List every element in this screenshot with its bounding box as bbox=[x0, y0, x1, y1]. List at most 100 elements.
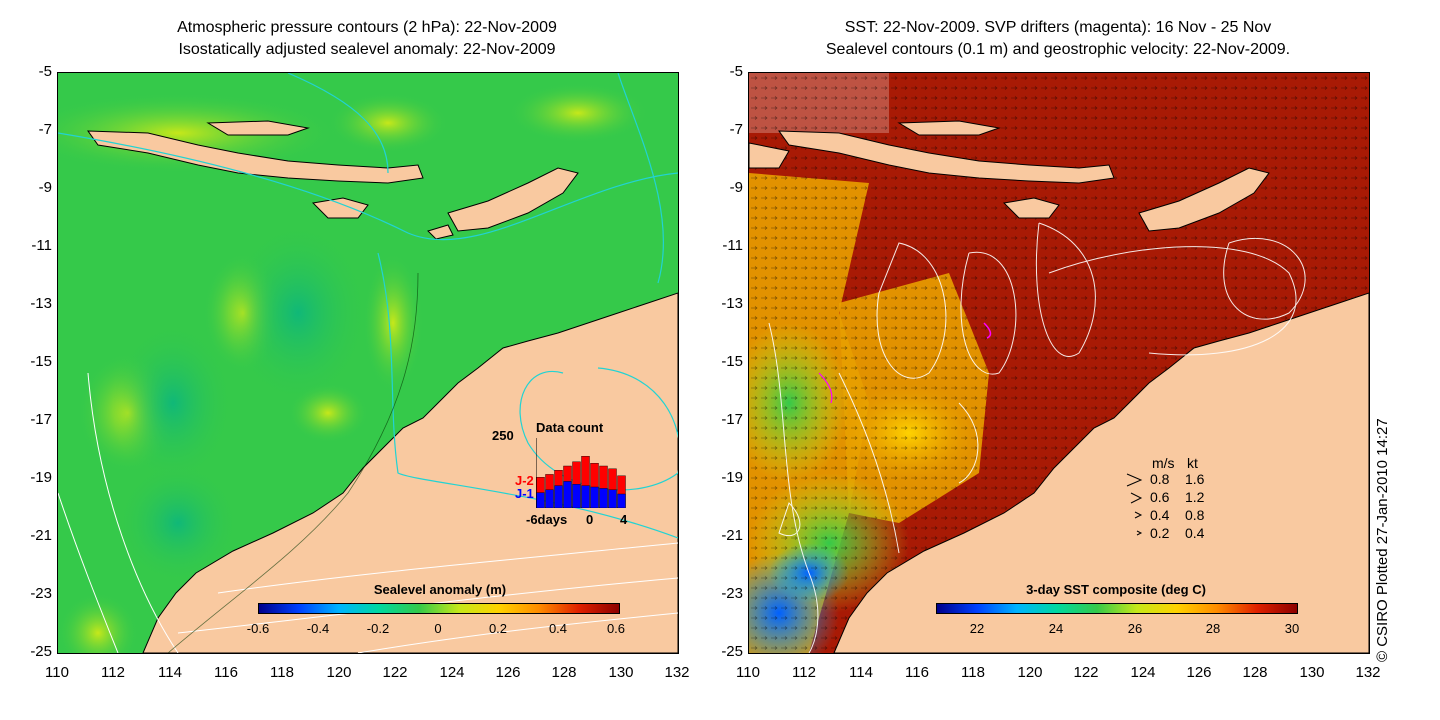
left-y-tick: -5 bbox=[38, 63, 52, 80]
inset-ymax-label: 250 bbox=[492, 428, 514, 443]
left-x-tick: 132 bbox=[664, 664, 690, 681]
flores-island bbox=[897, 120, 1001, 136]
right-colorbar-title: 3-day SST composite (deg C) bbox=[1026, 582, 1206, 597]
left-x-tick: 124 bbox=[439, 664, 465, 681]
right-colorbar bbox=[936, 603, 1298, 614]
left-map-svg bbox=[58, 73, 678, 653]
left-colorbar-tick: 0.2 bbox=[488, 621, 508, 636]
right-title-line2: Sealevel contours (0.1 m) and geostrophi… bbox=[825, 41, 1291, 58]
left-colorbar bbox=[258, 603, 620, 614]
left-x-tick: 130 bbox=[608, 664, 634, 681]
left-x-tick: 110 bbox=[45, 664, 69, 681]
left-y-tick: -9 bbox=[38, 179, 52, 196]
inset-series-j2: J-2 bbox=[515, 473, 534, 488]
left-y-tick: -21 bbox=[30, 527, 52, 544]
right-x-tick: 128 bbox=[1242, 664, 1268, 681]
inset-bar-j-2 bbox=[617, 475, 626, 508]
left-colorbar-tick: 0 bbox=[434, 621, 442, 636]
left-x-tick: 114 bbox=[158, 664, 182, 681]
right-colorbar-tick: 28 bbox=[1205, 621, 1221, 636]
data-count-inset: Data count 250 J-2 J-1 -6days 0 4 bbox=[490, 420, 640, 530]
csiro-credit: © CSIRO Plotted 27-Jan-2010 14:27 bbox=[1374, 418, 1391, 662]
sumba-island bbox=[311, 197, 369, 219]
velocity-legend: m/s kt 0.8 1.6 0.6 1.2 0.4 0.8 0.2 0.4 bbox=[1125, 455, 1245, 545]
velocity-legend-kt: 0.4 bbox=[1185, 525, 1205, 541]
velocity-legend-kt: 1.2 bbox=[1185, 489, 1205, 505]
nusa-tenggara-islands bbox=[778, 130, 1115, 184]
inset-bar-j-1 bbox=[536, 492, 545, 508]
right-x-tick: 132 bbox=[1355, 664, 1381, 681]
left-colorbar-tick: 0.6 bbox=[606, 621, 626, 636]
left-x-tick: 128 bbox=[551, 664, 577, 681]
right-x-tick: 110 bbox=[736, 664, 760, 681]
right-x-tick: 114 bbox=[849, 664, 873, 681]
right-x-tick: 118 bbox=[961, 664, 985, 681]
velocity-legend-arrows bbox=[1126, 473, 1143, 536]
right-x-tick: 116 bbox=[905, 664, 929, 681]
left-colorbar-tick: 0.4 bbox=[548, 621, 568, 636]
right-colorbar-tick: 26 bbox=[1127, 621, 1143, 636]
sumba-island bbox=[1002, 197, 1060, 219]
inset-bars bbox=[536, 438, 626, 508]
inset-series-j1: J-1 bbox=[515, 486, 534, 501]
right-x-tick: 112 bbox=[792, 664, 816, 681]
velocity-legend-ms: 0.2 bbox=[1150, 525, 1170, 541]
java-coast bbox=[749, 142, 790, 169]
right-y-tick: -5 bbox=[729, 63, 743, 80]
right-y-tick: -9 bbox=[729, 179, 743, 196]
velocity-legend-ms: 0.8 bbox=[1150, 471, 1170, 487]
inset-bar-j-1 bbox=[581, 485, 590, 508]
right-y-tick: -21 bbox=[721, 527, 743, 544]
right-y-tick: -23 bbox=[721, 585, 743, 602]
left-x-tick: 120 bbox=[326, 664, 352, 681]
velocity-legend-header-ms: m/s bbox=[1152, 455, 1175, 471]
left-title-line2: Isostatically adjusted sealevel anomaly:… bbox=[178, 41, 556, 58]
left-colorbar-tick: -0.6 bbox=[246, 621, 270, 636]
velocity-legend-kt: 0.8 bbox=[1185, 507, 1205, 523]
right-colorbar-tick: 24 bbox=[1048, 621, 1064, 636]
left-x-tick: 112 bbox=[101, 664, 125, 681]
right-x-tick: 130 bbox=[1299, 664, 1325, 681]
right-y-tick: -17 bbox=[721, 411, 743, 428]
inset-title: Data count bbox=[536, 420, 604, 435]
right-x-tick: 122 bbox=[1073, 664, 1099, 681]
sealevel-contours bbox=[768, 222, 1306, 653]
inset-bar-j-1 bbox=[590, 486, 599, 508]
inset-bar-j-1 bbox=[608, 489, 617, 508]
inset-bar-j-1 bbox=[554, 485, 563, 508]
inset-x-label-end: 4 bbox=[620, 512, 628, 527]
right-y-tick: -11 bbox=[722, 237, 743, 254]
inset-x-label-zero: 0 bbox=[586, 512, 594, 527]
velocity-legend-kt: 1.6 bbox=[1185, 471, 1205, 487]
inset-bar-j-2 bbox=[581, 456, 590, 508]
right-x-tick: 124 bbox=[1130, 664, 1156, 681]
inset-bar-j-2 bbox=[599, 465, 608, 508]
left-y-tick: -19 bbox=[30, 469, 52, 486]
left-y-tick: -7 bbox=[38, 121, 52, 138]
left-x-tick: 122 bbox=[382, 664, 408, 681]
right-colorbar-tick: 22 bbox=[969, 621, 985, 636]
left-y-tick: -25 bbox=[30, 643, 52, 660]
inset-bar-j-1 bbox=[572, 484, 581, 508]
left-y-tick: -13 bbox=[30, 295, 52, 312]
right-x-tick: 126 bbox=[1186, 664, 1212, 681]
left-x-tick: 118 bbox=[270, 664, 294, 681]
left-title-line1: Atmospheric pressure contours (2 hPa): 2… bbox=[177, 19, 557, 36]
right-x-tick: 120 bbox=[1017, 664, 1043, 681]
right-y-tick: -15 bbox=[721, 353, 743, 370]
flores-island bbox=[206, 120, 310, 136]
left-colorbar-title: Sealevel anomaly (m) bbox=[373, 582, 507, 597]
rote-island bbox=[427, 224, 454, 240]
velocity-legend-header-kt: kt bbox=[1187, 455, 1198, 471]
left-x-tick: 116 bbox=[214, 664, 238, 681]
inset-x-label-start: -6days bbox=[526, 512, 568, 527]
left-y-tick: -11 bbox=[31, 237, 52, 254]
right-colorbar-tick: 30 bbox=[1284, 621, 1300, 636]
left-y-tick: -15 bbox=[30, 353, 52, 370]
inset-bar-j-2 bbox=[590, 463, 599, 508]
left-x-tick: 126 bbox=[495, 664, 521, 681]
inset-bar-j-1 bbox=[545, 489, 554, 508]
right-y-tick: -7 bbox=[729, 121, 743, 138]
australia-landmass bbox=[833, 292, 1369, 653]
left-y-tick: -23 bbox=[30, 585, 52, 602]
